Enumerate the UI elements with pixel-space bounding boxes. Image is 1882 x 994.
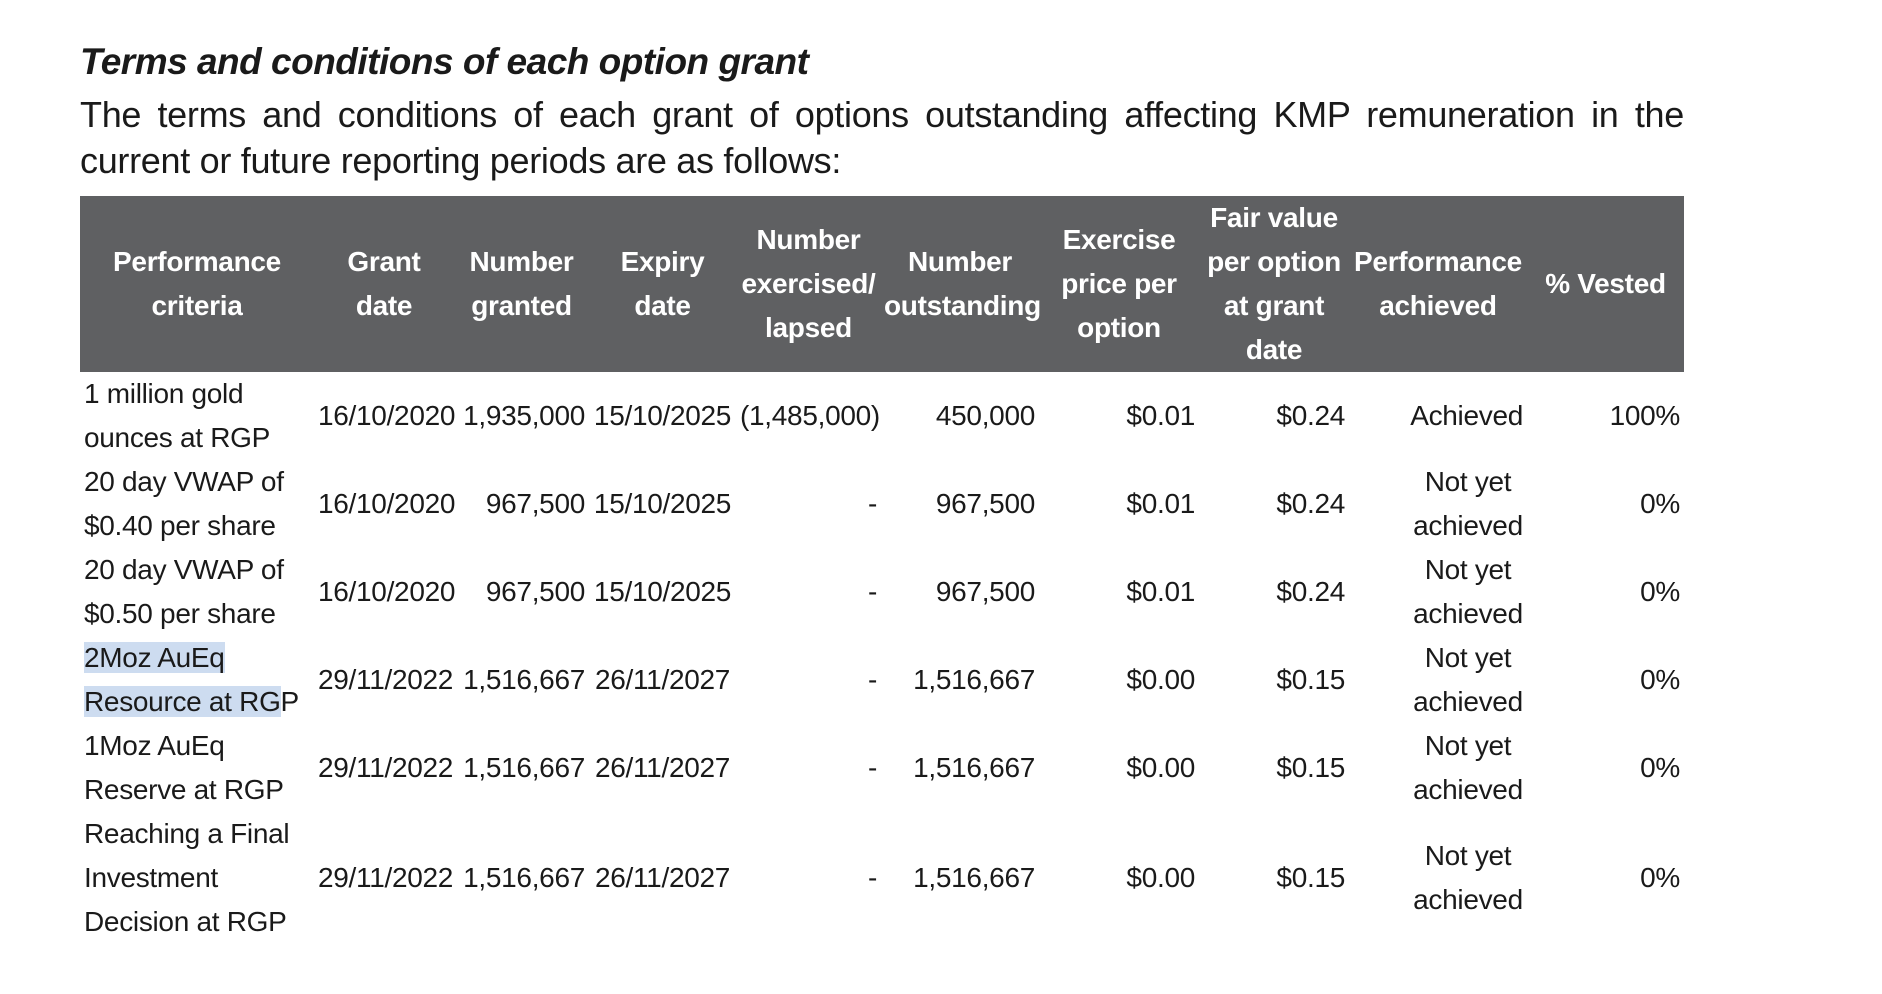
cell-criteria: 20 day VWAP of $0.50 per share: [84, 554, 284, 629]
cell-outstanding: 1,516,667: [913, 752, 1035, 783]
table-row: Reaching a Final Investment Decision at …: [80, 812, 1684, 944]
cell-fair-value: $0.24: [1276, 576, 1345, 607]
cell-exercised: -: [867, 576, 877, 607]
cell-granted: 1,935,000: [463, 400, 585, 431]
cell-grant-date: 29/11/2022: [318, 664, 454, 695]
cell-grant-date: 16/10/2020: [318, 488, 456, 519]
cell-vested: 0%: [1640, 488, 1680, 519]
cell-criteria: 1 million gold ounces at RGP: [84, 378, 270, 453]
table-header-row: Performance criteria Grant date Number g…: [80, 196, 1684, 372]
header-performance-criteria: Performance criteria: [80, 196, 314, 372]
cell-outstanding: 1,516,667: [913, 664, 1035, 695]
cell-vested: 0%: [1640, 862, 1680, 893]
header-performance-achieved: Performance achieved: [1349, 196, 1527, 372]
table-row: 20 day VWAP of $0.50 per share 16/10/202…: [80, 548, 1684, 636]
selected-text[interactable]: 2Moz AuEq Resource at RG: [84, 642, 281, 717]
cell-exercise-price: $0.00: [1126, 752, 1195, 783]
cell-vested: 0%: [1640, 664, 1680, 695]
cell-exercise-price: $0.00: [1126, 664, 1195, 695]
achieved-label: Not yet achieved: [1413, 840, 1523, 915]
cell-grant-date: 16/10/2020: [318, 576, 456, 607]
achieved-label: Not yet achieved: [1413, 554, 1523, 629]
table-row: 1Moz AuEq Reserve at RGP 29/11/2022 1,51…: [80, 724, 1684, 812]
header-number-outstanding: Number outstanding: [881, 196, 1041, 372]
cell-expiry: 15/10/2025: [593, 576, 732, 607]
cell-exercised: -: [867, 862, 877, 893]
cell-exercised: -: [867, 752, 877, 783]
header-grant-date: Grant date: [314, 196, 454, 372]
cell-achieved: Not yet achieved: [1349, 636, 1527, 724]
cell-granted: 1,516,667: [463, 752, 585, 783]
cell-granted: 1,516,667: [463, 862, 585, 893]
header-expiry-date: Expiry date: [589, 196, 736, 372]
cell-granted: 967,500: [485, 576, 585, 607]
cell-criteria: 20 day VWAP of $0.40 per share: [84, 466, 284, 541]
option-grants-table: Performance criteria Grant date Number g…: [80, 196, 1684, 944]
cell-exercise-price: $0.01: [1126, 400, 1195, 431]
cell-expiry: 26/11/2027: [594, 664, 731, 695]
achieved-label: Not yet achieved: [1413, 730, 1523, 805]
cell-achieved: Not yet achieved: [1349, 460, 1527, 548]
cell-expiry: 26/11/2027: [594, 862, 731, 893]
document-page: Terms and conditions of each option gran…: [80, 38, 1684, 944]
cell-granted: 967,500: [485, 488, 585, 519]
cell-achieved: Not yet achieved: [1349, 724, 1527, 812]
cell-expiry: 26/11/2027: [594, 752, 731, 783]
achieved-label: Not yet achieved: [1413, 466, 1523, 541]
cell-fair-value: $0.15: [1276, 752, 1345, 783]
section-heading: Terms and conditions of each option gran…: [80, 41, 809, 82]
cell-fair-value: $0.15: [1276, 664, 1345, 695]
table-row: 2Moz AuEq Resource at RGP 29/11/2022 1,5…: [80, 636, 1684, 724]
cell-expiry: 15/10/2025: [593, 488, 732, 519]
cell-granted: 1,516,667: [463, 664, 585, 695]
achieved-label: Not yet achieved: [1413, 642, 1523, 717]
criteria-text-rest: P: [280, 686, 300, 717]
cell-grant-date: 16/10/2020: [318, 400, 456, 431]
cell-criteria: Reaching a Final Investment Decision at …: [84, 818, 290, 937]
cell-grant-date: 29/11/2022: [318, 752, 454, 783]
cell-vested: 100%: [1609, 400, 1681, 431]
cell-achieved: Not yet achieved: [1349, 548, 1527, 636]
cell-outstanding: 1,516,667: [913, 862, 1035, 893]
cell-exercised: -: [867, 488, 877, 519]
cell-exercise-price: $0.01: [1126, 576, 1195, 607]
cell-outstanding: 967,500: [935, 576, 1035, 607]
cell-exercised: (1,485,000): [740, 400, 880, 431]
cell-outstanding: 967,500: [935, 488, 1035, 519]
cell-vested: 0%: [1640, 752, 1680, 783]
cell-criteria: 2Moz AuEq Resource at RGP: [80, 636, 314, 724]
cell-vested: 0%: [1640, 576, 1680, 607]
header-percent-vested: % Vested: [1527, 196, 1684, 372]
table-row: 1 million gold ounces at RGP 16/10/2020 …: [80, 372, 1684, 460]
header-fair-value: Fair value per option at grant date: [1199, 196, 1349, 372]
cell-exercise-price: $0.00: [1126, 862, 1195, 893]
cell-fair-value: $0.24: [1276, 488, 1345, 519]
cell-criteria: 1Moz AuEq Reserve at RGP: [84, 730, 284, 805]
cell-achieved: Not yet achieved: [1349, 812, 1527, 944]
cell-fair-value: $0.15: [1276, 862, 1345, 893]
header-exercise-price: Exercise price per option: [1039, 196, 1199, 372]
header-number-exercised-lapsed: Number exercised/ lapsed: [736, 196, 881, 372]
header-number-granted: Number granted: [454, 196, 589, 372]
cell-grant-date: 29/11/2022: [318, 862, 454, 893]
intro-paragraph: The terms and conditions of each grant o…: [80, 94, 1684, 181]
cell-achieved: Achieved: [1410, 400, 1523, 431]
table-row: 20 day VWAP of $0.40 per share 16/10/202…: [80, 460, 1684, 548]
cell-expiry: 15/10/2025: [593, 400, 732, 431]
cell-exercise-price: $0.01: [1126, 488, 1195, 519]
cell-exercised: -: [867, 664, 877, 695]
cell-outstanding: 450,000: [935, 400, 1035, 431]
cell-fair-value: $0.24: [1276, 400, 1345, 431]
